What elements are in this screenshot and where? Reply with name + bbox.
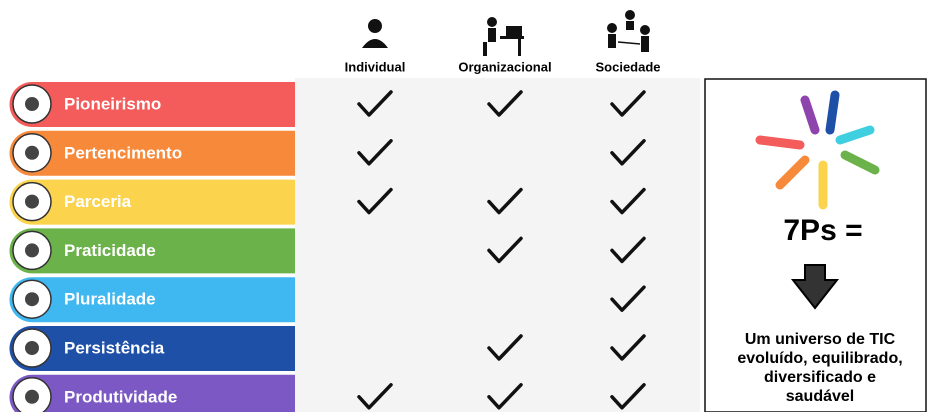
summary-line: evoluído, equilibrado,	[737, 350, 902, 367]
row-label: Persistência	[64, 338, 165, 357]
checkmark	[357, 139, 393, 166]
row-band	[9, 130, 296, 176]
column-header: Individual	[345, 59, 406, 74]
row-icon-glyph	[25, 145, 39, 160]
summary-box	[704, 78, 927, 412]
row-band	[9, 228, 296, 274]
summary-title: 7Ps =	[783, 214, 862, 247]
row-band	[9, 326, 296, 371]
checkmark	[610, 187, 646, 215]
checkmark	[487, 334, 523, 361]
checkmark	[487, 90, 523, 117]
row-band	[9, 374, 295, 412]
icon-organizational	[483, 17, 524, 56]
icon-society	[607, 10, 650, 52]
row-icon-glyph	[25, 243, 39, 258]
checkmark	[610, 236, 646, 264]
row-icon-glyph	[25, 389, 39, 404]
checkmark	[487, 383, 523, 410]
checkmark	[610, 90, 646, 117]
row-icon-glyph	[25, 97, 39, 111]
row-label: Pertencimento	[64, 143, 182, 162]
row-label: Produtividade	[64, 387, 177, 406]
checkmark	[487, 236, 523, 264]
summary-line: saudável	[786, 388, 854, 405]
row-band	[9, 277, 296, 323]
row-icon-glyph	[25, 292, 39, 307]
icon-individual	[362, 19, 388, 48]
row-icon-glyph	[25, 194, 39, 209]
checkmark	[610, 334, 646, 361]
checkmark	[357, 90, 393, 117]
checkmark	[357, 383, 393, 410]
people-icon	[755, 90, 880, 210]
row-band	[9, 82, 296, 127]
summary-line: diversificado e	[764, 369, 876, 386]
checkmark	[610, 285, 646, 312]
checkmark	[610, 139, 646, 166]
row-label: Pioneirismo	[64, 94, 161, 113]
column-header: Sociedade	[595, 59, 660, 74]
down-arrow	[790, 264, 840, 310]
checkmark	[610, 383, 646, 410]
row-label: Praticidade	[64, 241, 156, 260]
checkmark	[487, 187, 523, 215]
column-header: Organizacional	[458, 59, 551, 74]
summary-line: Um universo de TIC	[745, 331, 896, 348]
row-icon-glyph	[25, 341, 39, 355]
checkmark	[357, 187, 393, 215]
row-label: Parceria	[64, 192, 132, 211]
row-label: Pluralidade	[64, 290, 156, 309]
row-band	[9, 179, 296, 225]
